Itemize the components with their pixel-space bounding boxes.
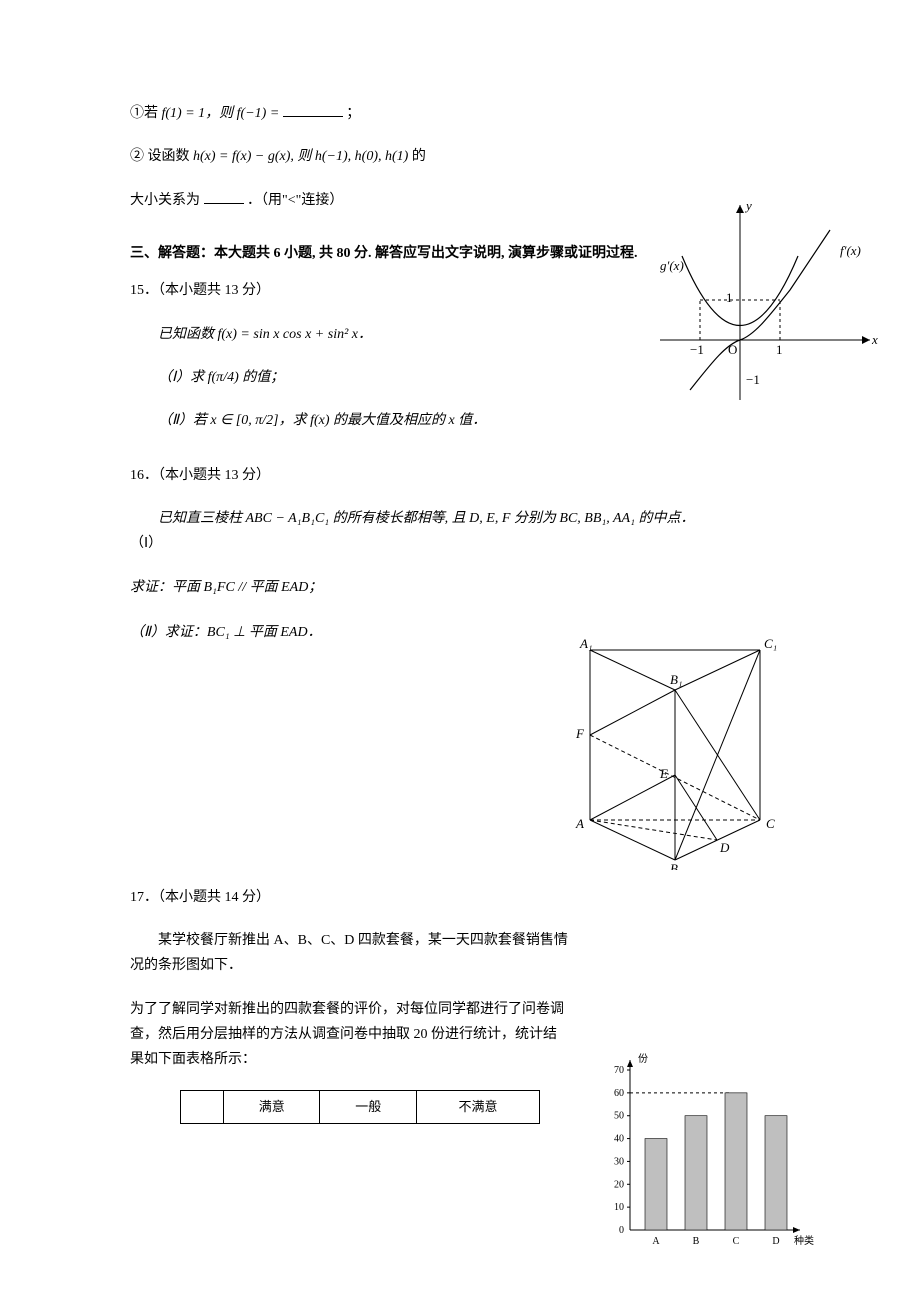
q14-p2-line2: 的 (412, 149, 426, 164)
q16-p1: 求证：平面 B₁FC // 平面 EAD； (130, 575, 790, 600)
ytick-label: 50 (614, 1111, 624, 1122)
tick-neg1y: −1 (746, 372, 760, 387)
tick-neg1: −1 (690, 342, 704, 357)
lbl-b: B (670, 861, 678, 870)
f-label: f′(x) (840, 243, 861, 258)
q14-p2-pre: ② 设函数 (130, 149, 193, 164)
edge-c1b1 (675, 650, 760, 690)
y-arrow-icon (736, 205, 744, 213)
q16-p1-text: 求证：平面 B₁FC // 平面 EAD； (130, 580, 322, 595)
ytick-label: 30 (614, 1156, 624, 1167)
g-label: g′(x) (660, 258, 684, 273)
edge-a1b1 (590, 650, 675, 690)
f-prime-curve (690, 230, 830, 390)
q14-p2-mid: h(x) = f(x) − g(x), 则 h(−1), h(0), h(1) (193, 149, 408, 164)
barchart-figure: 10 20 30 40 50 60 70 0 A B C D 份种类 (600, 1040, 820, 1260)
q17-stem1: 某学校餐厅新推出 A、B、C、D 四款套餐，某一天四款套餐销售情况的条形图如下． (130, 928, 570, 978)
th-blank (181, 1091, 224, 1123)
q14-p1-pre: ①若 (130, 106, 162, 121)
tick-1y: 1 (726, 290, 733, 305)
xlabel: 种类 (794, 1234, 814, 1247)
bar (725, 1093, 747, 1230)
ytick-0: 0 (619, 1225, 624, 1236)
q16-stem-text-b: （Ⅰ） (130, 536, 162, 551)
tick-1: 1 (776, 342, 783, 357)
ytick-label: 20 (614, 1179, 624, 1190)
q16-stem: 已知直三棱柱 ABC − A₁B₁C₁ 的所有棱长都相等, 且 D, E, F … (130, 506, 700, 556)
ytick-label: 10 (614, 1202, 624, 1213)
y-label: y (744, 198, 752, 213)
x-arrow-icon (862, 336, 870, 344)
q16-stem-text-a: 已知直三棱柱 ABC − A₁B₁C₁ 的所有棱长都相等, 且 D, E, F … (158, 511, 694, 526)
lbl-a: A (575, 816, 584, 831)
table-row: 满意 一般 不满意 (181, 1091, 540, 1123)
lbl-c1: C₁ (764, 636, 777, 651)
prism-figure: A₁ C₁ B₁ A C B F E D (570, 630, 790, 870)
bar-cat-label: C (733, 1236, 740, 1247)
bar-cat-label: B (693, 1236, 700, 1247)
q16-num: 16．（本小题共 13 分） (130, 463, 790, 488)
lbl-d: D (719, 840, 730, 855)
bar-cat-label: A (652, 1236, 660, 1247)
edge-ab (590, 820, 675, 860)
line-bc1 (675, 650, 760, 860)
q16-p2-text: （Ⅱ）求证：BC₁ ⊥ 平面 EAD． (130, 625, 322, 640)
derivatives-figure: x y O 1 −1 1 −1 g′(x) f′(x) (620, 190, 880, 440)
lbl-f: F (575, 726, 585, 741)
q17-table: 满意 一般 不满意 (180, 1090, 540, 1123)
th-general: 一般 (320, 1091, 416, 1123)
x-label: x (871, 332, 878, 347)
bar (645, 1139, 667, 1230)
q14-blank2 (204, 187, 244, 204)
q14-rel-pre: 大小关系为 (130, 193, 200, 208)
q14-p1-post: ； (346, 106, 360, 121)
line-b1f (590, 690, 675, 735)
ytick-label: 60 (614, 1088, 624, 1099)
q14-part2: ② 设函数 h(x) = f(x) − g(x), 则 h(−1), h(0),… (130, 144, 790, 169)
q14-blank1 (283, 100, 343, 117)
q17-stem2: 为了了解同学对新推出的四款套餐的评价，对每位同学都进行了问卷调查，然后用分层抽样… (130, 997, 570, 1073)
ytick-label: 40 (614, 1134, 624, 1145)
bar-y-arrow-icon (627, 1060, 633, 1067)
q14-part1: ①若 f(1) = 1，则 f(−1) = ； (130, 100, 790, 126)
q15-p1-text: （Ⅰ）求 f(π/4) 的值； (158, 370, 284, 385)
ylabel: 份 (638, 1053, 648, 1065)
q15-stem-text: 已知函数 f(x) = sin x cos x + sin² x． (158, 327, 372, 342)
bar (765, 1116, 787, 1230)
q15-p2-text: （Ⅱ）若 x ∈ [0, π/2]，求 f(x) 的最大值及相应的 x 值． (158, 413, 486, 428)
q17-num: 17．（本小题共 14 分） (130, 885, 790, 910)
line-ae (590, 775, 675, 820)
lbl-b1: B₁ (670, 672, 682, 687)
lbl-a1: A₁ (579, 636, 592, 651)
edge-cb (675, 820, 760, 860)
line-ad (590, 820, 717, 840)
th-satisfy: 满意 (224, 1091, 320, 1123)
q14-rel-post: ．（用"<"连接） (247, 193, 343, 208)
ytick-label: 70 (614, 1065, 624, 1076)
th-unsatisfy: 不满意 (416, 1091, 539, 1123)
bar-x-arrow-icon (793, 1227, 800, 1233)
lbl-e: E (659, 766, 668, 781)
q14-p1-mid: f(1) = 1，则 f(−1) = (162, 106, 283, 121)
lbl-c: C (766, 816, 775, 831)
bar (685, 1116, 707, 1230)
bar-cat-label: D (772, 1236, 779, 1247)
